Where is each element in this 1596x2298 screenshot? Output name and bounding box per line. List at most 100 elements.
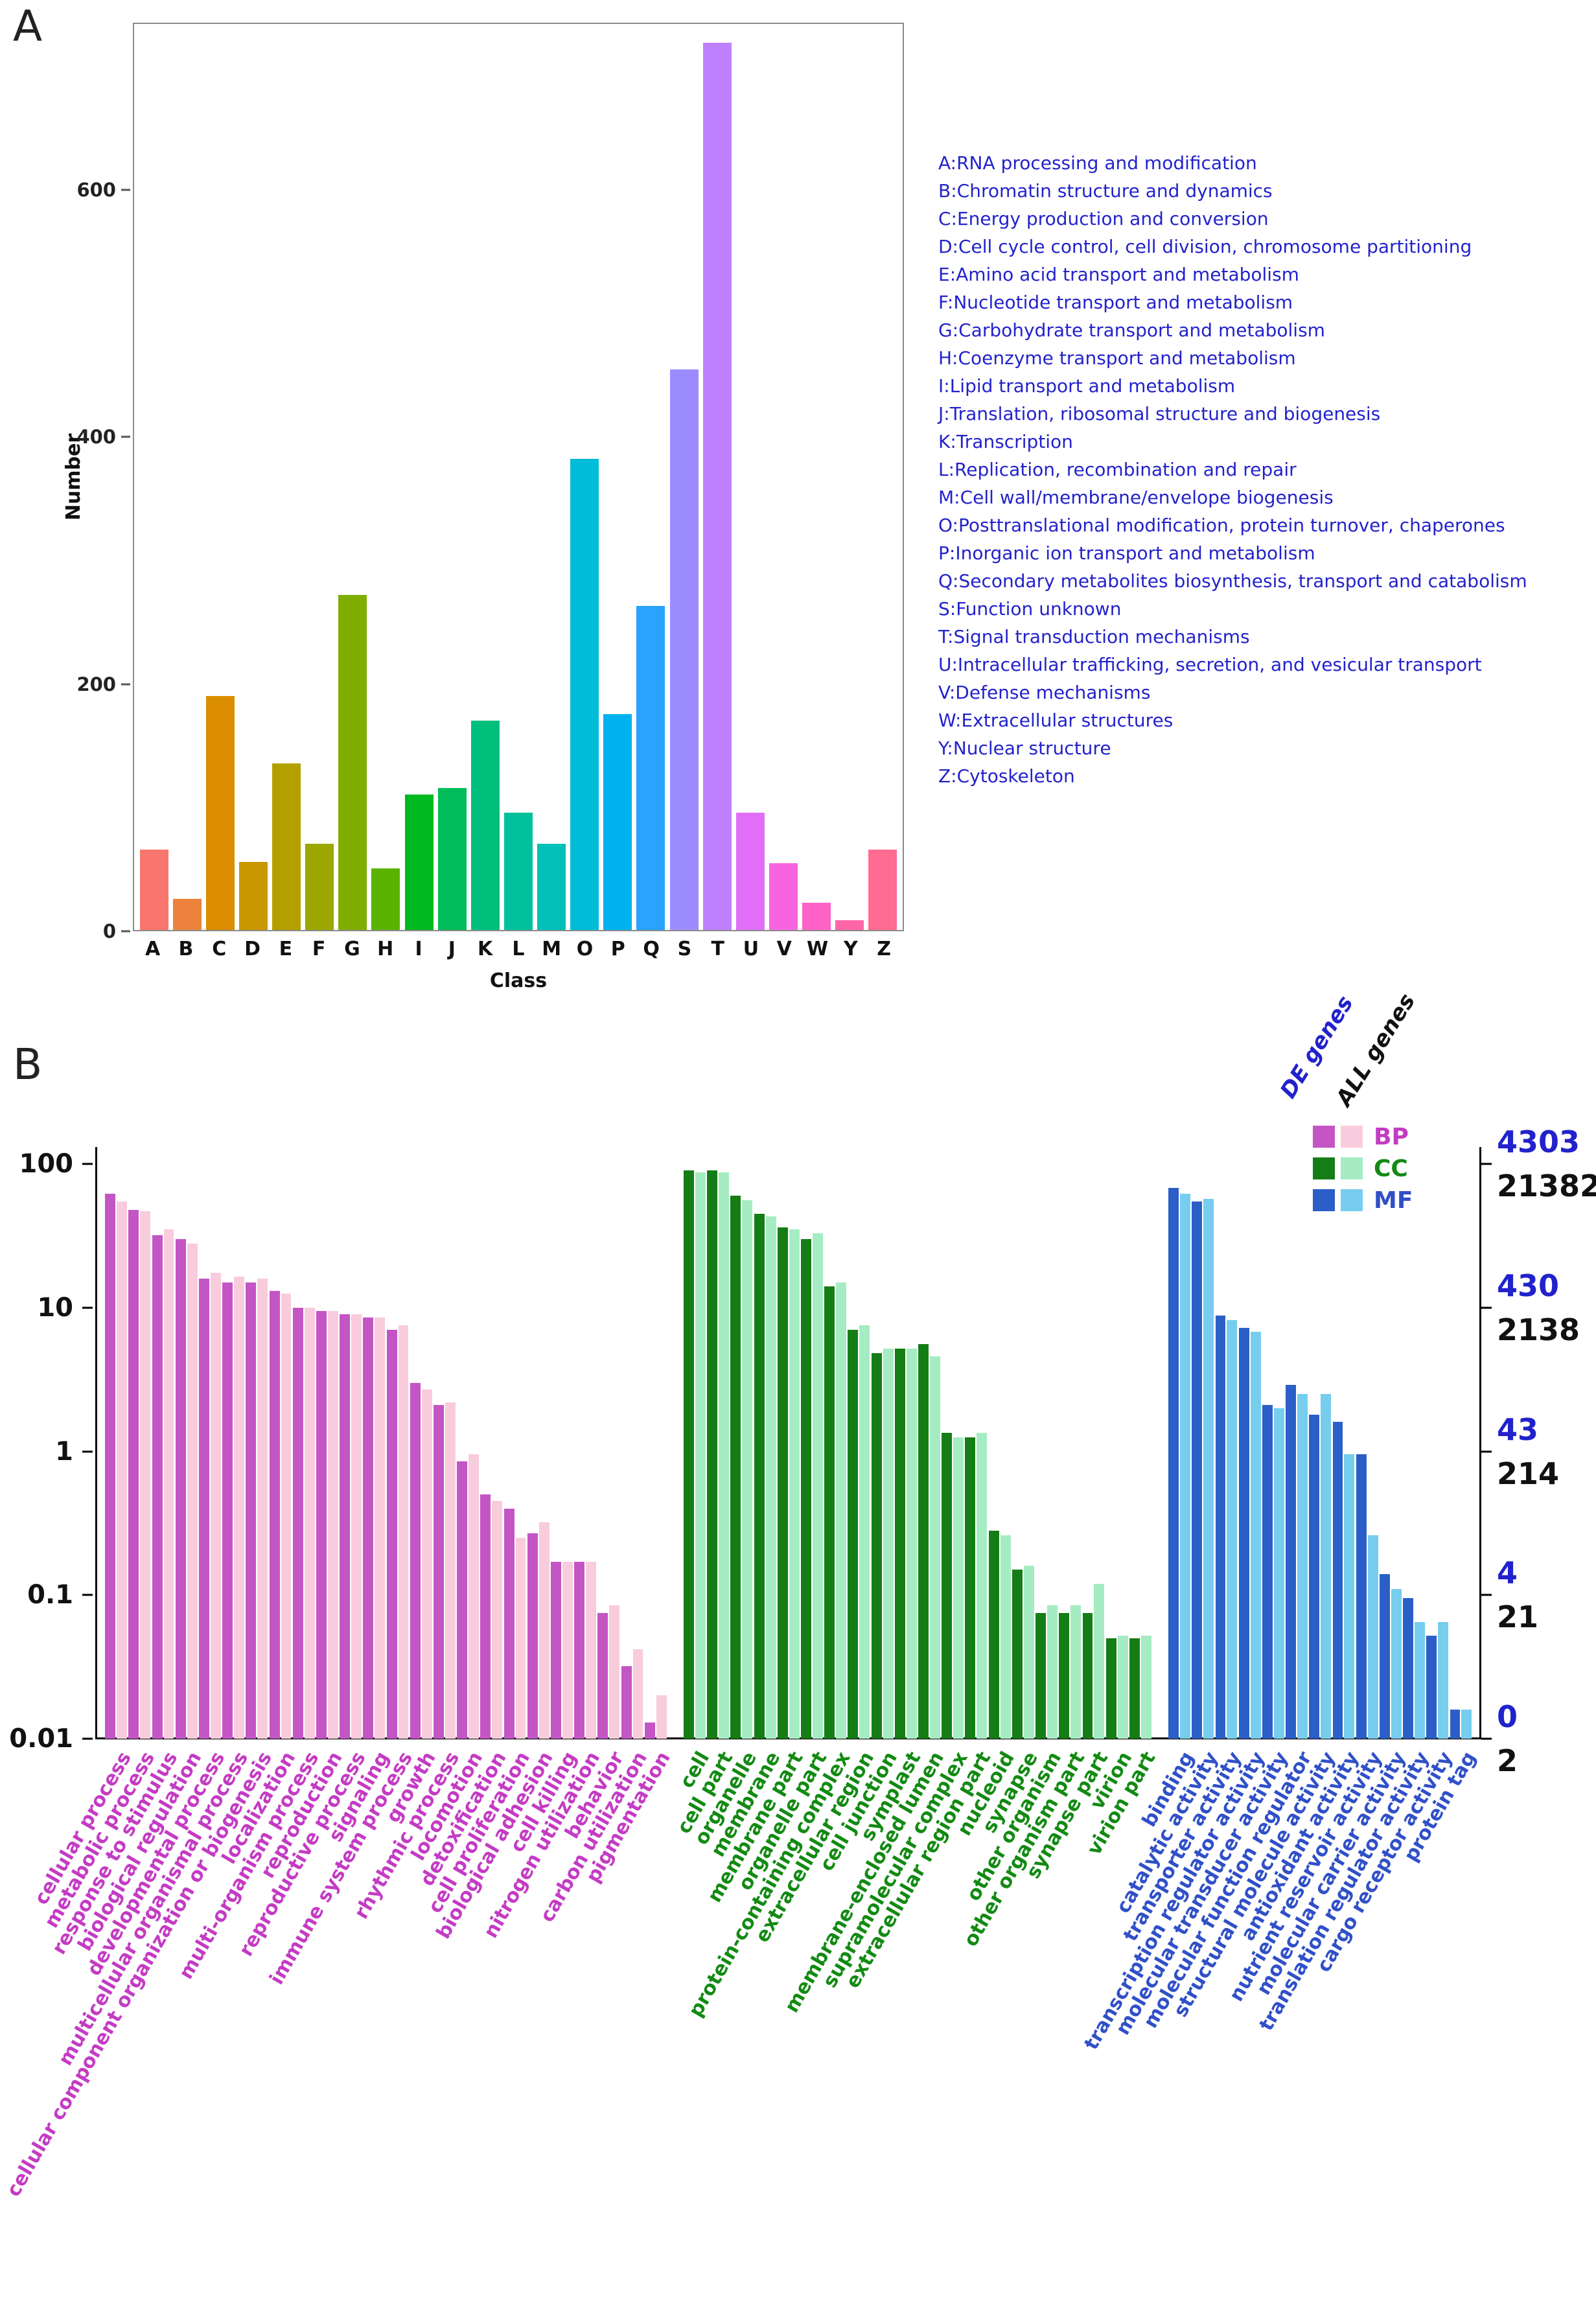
cog-bar-slot-D [237,24,270,930]
cog-legend-item: V:Defense mechanisms [938,682,1151,703]
tick-mark [82,1306,93,1309]
cog-bar-A [139,850,168,930]
bar-de-genes [128,1209,139,1739]
panel-b-percent-tick: 1 [55,1436,73,1467]
tick-mark [121,189,130,191]
de-gene-count: 4303 [1497,1124,1580,1159]
go-term-slot-CC: cell junction [815,1164,902,1875]
cog-legend-item: B:Chromatin structure and dynamics [938,180,1273,202]
bar-all-genes [1227,1319,1238,1739]
bar-de-genes [1238,1328,1249,1739]
all-gene-count: 21 [1497,1599,1539,1635]
cog-legend-item: K:Transcription [938,431,1073,452]
cog-bar-E [272,763,301,930]
panel-a-xtick-Q: Q [643,938,660,960]
bar-all-genes [906,1348,917,1739]
panel-a-ytick-label: 200 [76,673,116,695]
go-term-slot-CC: cell [676,1164,714,1792]
panel-a-xtick-O: O [576,938,594,960]
bar-all-genes [492,1501,503,1739]
go-term-slot-CC: synapse [978,1164,1043,1837]
bar-all-genes [656,1695,667,1739]
bar-all-genes [117,1201,128,1739]
cog-bar-P [603,714,632,930]
panel-a-xtick-T: T [711,938,724,960]
bar-all-genes [719,1172,730,1739]
go-term-slot-MF: molecular function regulator [1139,1164,1316,2032]
go-term-slot-BP: immune system process [265,1164,417,1988]
cog-bar-H [371,868,400,930]
bar-all-genes [1047,1605,1058,1739]
cog-bar-K [470,720,500,930]
go-term-slot-CC: membrane [706,1164,785,1861]
bar-de-genes [621,1665,632,1739]
cog-bar-slot-E [270,24,303,930]
cog-bar-slot-W [800,24,833,930]
panel-a-xtick-C: C [212,938,227,960]
panel-b-left-axis-line [95,1147,97,1739]
panel-a-xtick-Z: Z [877,938,892,960]
cog-bar-S [669,369,699,930]
cog-bar-J [437,788,467,930]
cog-legend-item: F:Nucleotide transport and metabolism [938,292,1293,313]
bar-all-genes [210,1272,221,1739]
go-term-slot-MF: transporter activity [1119,1164,1246,1945]
go-term-slot-CC: membrane part [704,1164,808,1907]
panel-a-xtick-B: B [178,938,194,960]
bar-all-genes [609,1605,620,1739]
cog-legend-item: I:Lipid transport and metabolism [938,375,1236,397]
bar-all-genes [1367,1535,1378,1739]
bar-de-genes [1168,1188,1179,1739]
cog-legend-item: Y:Nuclear structure [938,737,1111,759]
bar-de-genes [871,1353,882,1739]
legend-label-mf: MF [1374,1187,1413,1214]
cog-bar-V [769,863,798,930]
de-gene-count: 43 [1497,1411,1539,1447]
panel-a-xtick-M: M [542,938,562,960]
bar-de-genes [152,1235,163,1739]
tick-mark [1481,1594,1492,1596]
tick-mark [82,1450,93,1452]
cog-legend: A:RNA processing and modification B:Chrom… [938,149,1527,790]
panel-a-label: A [13,1,43,51]
go-term-slot-MF: protein tag [1400,1164,1481,1866]
cog-legend-item: T:Signal transduction mechanisms [938,626,1250,647]
cog-legend-item: C:Energy production and conversion [938,208,1269,229]
cog-legend-item: M:Cell wall/membrane/envelope biogenesis [938,487,1334,508]
go-term-slot-BP: metabolic process [40,1164,159,1932]
panel-b-percent-axis: 100 10 1 0.1 0.01 [0,1149,95,1754]
cog-bar-M [537,843,566,930]
tick-mark [121,683,130,685]
bar-de-genes [1262,1405,1273,1739]
cog-legend-item: P:Inorganic ion transport and metabolism [938,542,1315,564]
go-term-slot-BP: cellular component organization or bioge… [2,1164,277,2201]
panel-b-gene-count-axis: 4303 21382 430 2138 43 214 4 21 0 2 [1481,1124,1596,1778]
bar-all-genes [1321,1394,1332,1739]
cog-legend-item: Z:Cytoskeleton [938,765,1075,787]
bar-de-genes [1105,1638,1116,1739]
bar-de-genes [777,1227,788,1739]
go-term-slot-BP: cell killing [505,1164,581,1856]
bar-de-genes [222,1282,233,1739]
go-term-slot-BP: cellular process [30,1164,135,1909]
go-term-slot-BP: nitrogen utilization [480,1164,605,1942]
cog-classification-plot [133,23,904,931]
bar-de-genes [707,1170,718,1739]
go-term-slot-BP: biological regulation [73,1164,206,1955]
cog-bar-slot-Y [833,24,866,930]
bar-all-genes [1140,1636,1151,1739]
go-term-slot-MF: nutrient reservoir activity [1225,1164,1387,2006]
go-term-slot-MF: antioxidant activity [1236,1164,1363,1945]
go-term-slot-CC: cell part [673,1164,737,1838]
bar-de-genes [1082,1612,1093,1739]
panel-a-xtick-S: S [677,938,692,960]
go-term-slot-CC: nucleoid [953,1164,1019,1840]
bar-de-genes [918,1343,929,1739]
go-term-slot-CC: other organism part [960,1164,1090,1951]
bar-all-genes [883,1348,894,1739]
go-term-slot-CC: membrane-enclosed lumen [781,1164,949,2017]
de-gene-count: 430 [1497,1268,1560,1303]
go-term-slot-CC: symplast [856,1164,925,1845]
bar-all-genes [765,1216,776,1739]
cog-bar-slot-S [667,24,700,930]
